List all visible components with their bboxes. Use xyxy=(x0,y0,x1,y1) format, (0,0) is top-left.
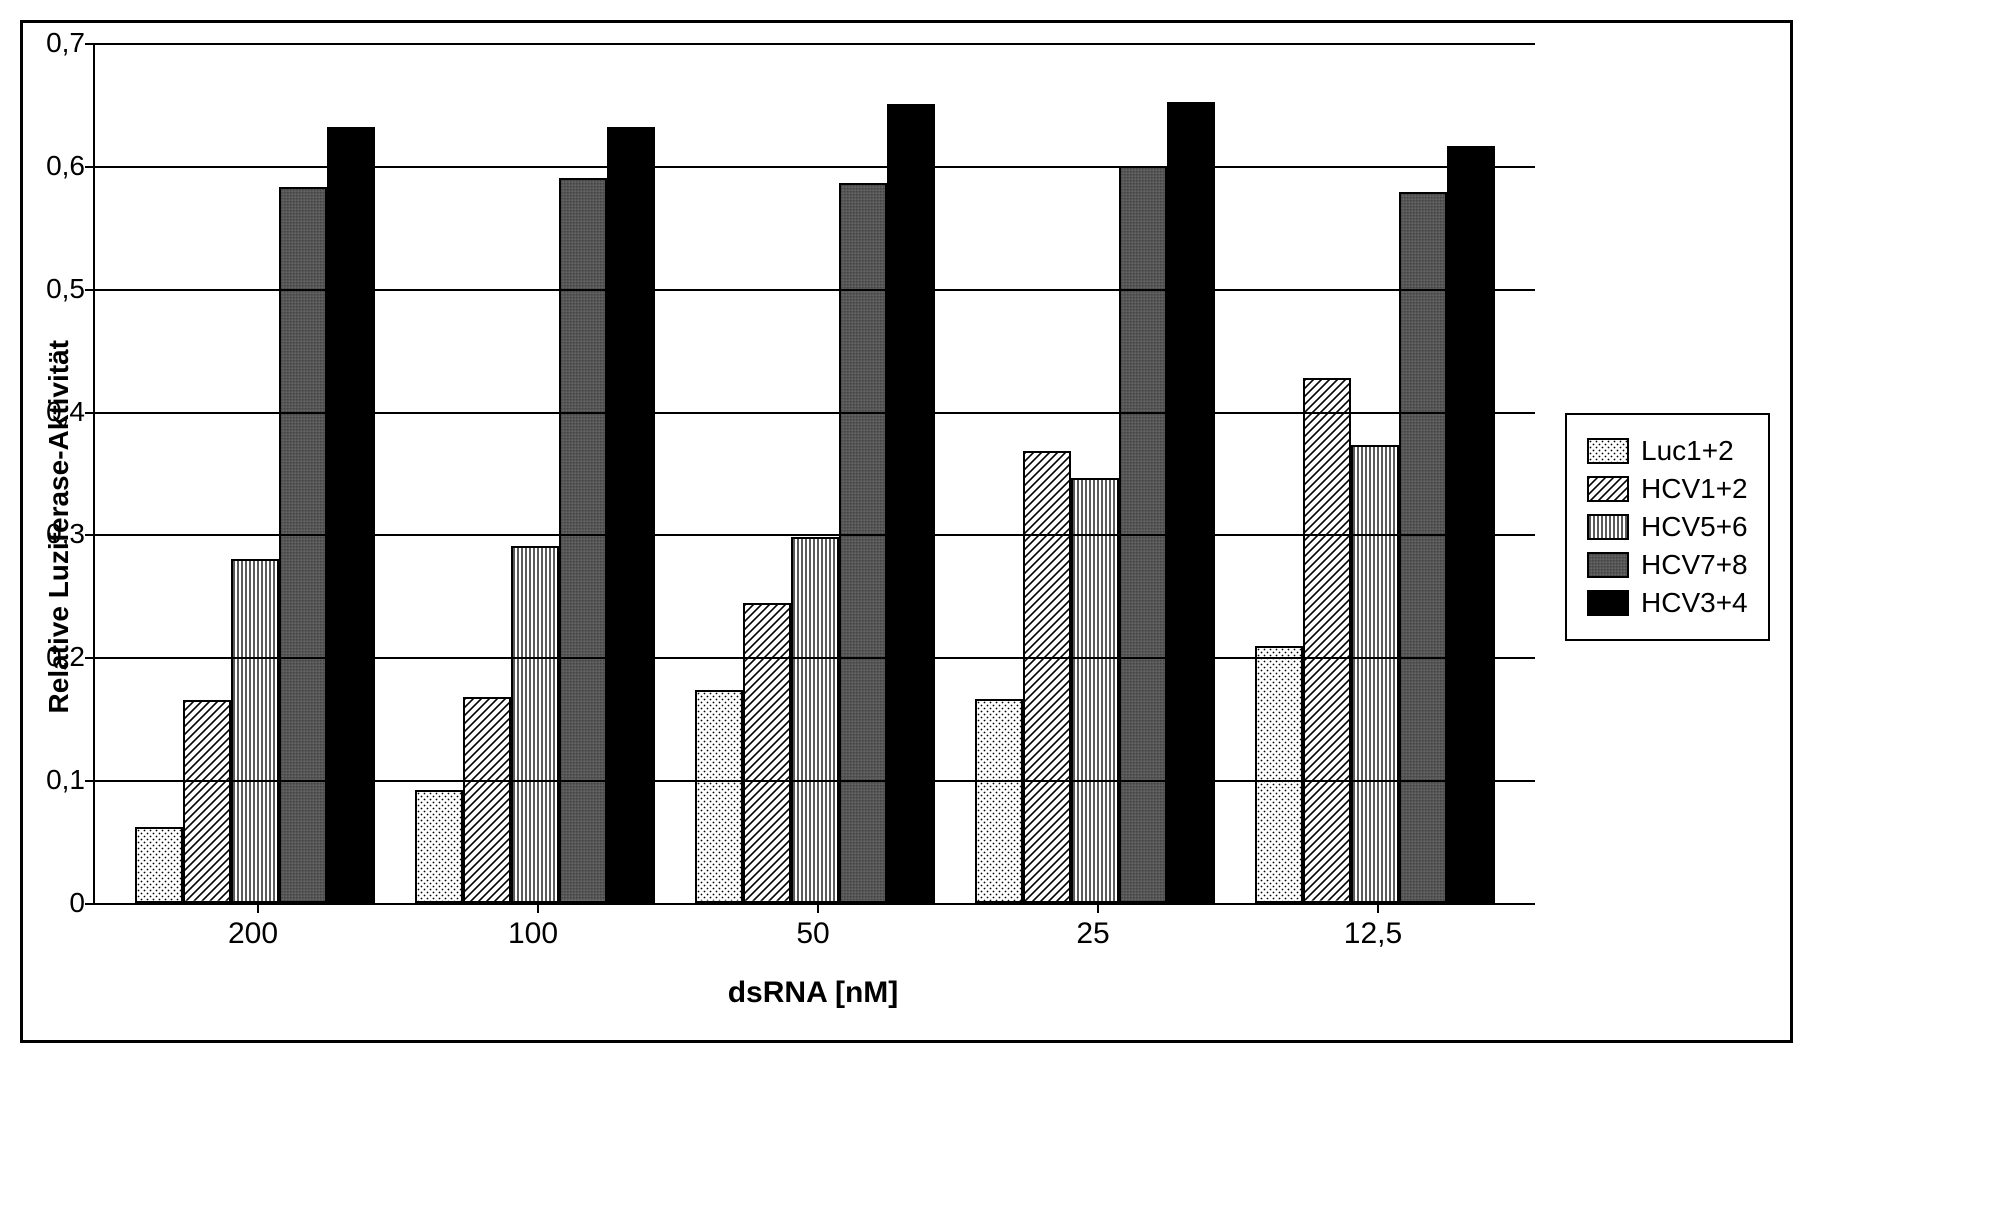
bar xyxy=(839,183,887,903)
bar xyxy=(1399,192,1447,903)
bar xyxy=(463,697,511,903)
bar xyxy=(135,827,183,903)
gridline xyxy=(95,289,1535,291)
gridline xyxy=(95,780,1535,782)
bar xyxy=(887,104,935,903)
gridline xyxy=(95,657,1535,659)
bar xyxy=(559,178,607,903)
legend-swatch xyxy=(1587,514,1629,540)
legend-label: HCV7+8 xyxy=(1641,549,1748,581)
legend-swatch xyxy=(1587,438,1629,464)
bar-groups xyxy=(95,43,1535,903)
x-tick-label: 200 xyxy=(133,917,373,951)
x-axis-label: dsRNA [nM] xyxy=(93,976,1533,1010)
chart-container: Relative Luziferase-Aktivität 0,70,60,50… xyxy=(20,20,1793,1043)
bar xyxy=(743,603,791,903)
bar xyxy=(231,559,279,903)
y-tick-mark xyxy=(85,412,95,414)
x-tick-label: 25 xyxy=(973,917,1213,951)
plot-wrap: 0,70,60,50,40,30,20,10 200 100 50 25 12,5 ds… xyxy=(85,43,1535,1010)
y-tick-mark xyxy=(85,780,95,782)
x-tick-label: 50 xyxy=(693,917,933,951)
legend-swatch xyxy=(1587,552,1629,578)
y-tick-mark xyxy=(85,166,95,168)
legend-item: HCV3+4 xyxy=(1587,587,1748,619)
bar-group xyxy=(695,43,935,903)
bar-group xyxy=(1255,43,1495,903)
gridline xyxy=(95,534,1535,536)
gridline xyxy=(95,43,1535,45)
y-tick-mark xyxy=(85,534,95,536)
bar xyxy=(511,546,559,904)
chart-body: Relative Luziferase-Aktivität 0,70,60,50… xyxy=(43,43,1770,1010)
legend-item: HCV7+8 xyxy=(1587,549,1748,581)
y-tick-mark xyxy=(85,43,95,45)
legend-label: HCV1+2 xyxy=(1641,473,1748,505)
bar xyxy=(791,537,839,903)
y-axis-ticks: 0,70,60,50,40,30,20,10 xyxy=(85,43,93,903)
bar xyxy=(415,790,463,903)
bar xyxy=(1303,378,1351,903)
bar xyxy=(279,187,327,903)
y-tick-mark xyxy=(85,289,95,291)
bar xyxy=(1023,451,1071,903)
bar xyxy=(1447,146,1495,903)
plot-area xyxy=(93,43,1535,905)
bar xyxy=(183,700,231,903)
legend-item: HCV5+6 xyxy=(1587,511,1748,543)
legend-item: Luc1+2 xyxy=(1587,435,1748,467)
x-axis-ticks: 200 100 50 25 12,5 xyxy=(93,905,1533,951)
legend-label: HCV3+4 xyxy=(1641,587,1748,619)
x-tick-label: 100 xyxy=(413,917,653,951)
legend-label: HCV5+6 xyxy=(1641,511,1748,543)
legend-item: HCV1+2 xyxy=(1587,473,1748,505)
bar xyxy=(1351,445,1399,903)
bar-group xyxy=(135,43,375,903)
legend-label: Luc1+2 xyxy=(1641,435,1734,467)
bar xyxy=(327,127,375,903)
bar-group xyxy=(415,43,655,903)
legend: Luc1+2 HCV1+2 HCV5+6 HCV7+8 HCV3+4 xyxy=(1565,413,1770,641)
bar xyxy=(1167,102,1215,903)
legend-swatch xyxy=(1587,590,1629,616)
bar xyxy=(695,690,743,903)
legend-swatch xyxy=(1587,476,1629,502)
bar-group xyxy=(975,43,1215,903)
y-tick-mark xyxy=(85,657,95,659)
gridline xyxy=(95,166,1535,168)
gridline xyxy=(95,412,1535,414)
bar xyxy=(1255,646,1303,903)
bar xyxy=(1071,478,1119,903)
x-tick-label: 12,5 xyxy=(1253,917,1493,951)
bar xyxy=(975,699,1023,903)
bar xyxy=(607,127,655,903)
